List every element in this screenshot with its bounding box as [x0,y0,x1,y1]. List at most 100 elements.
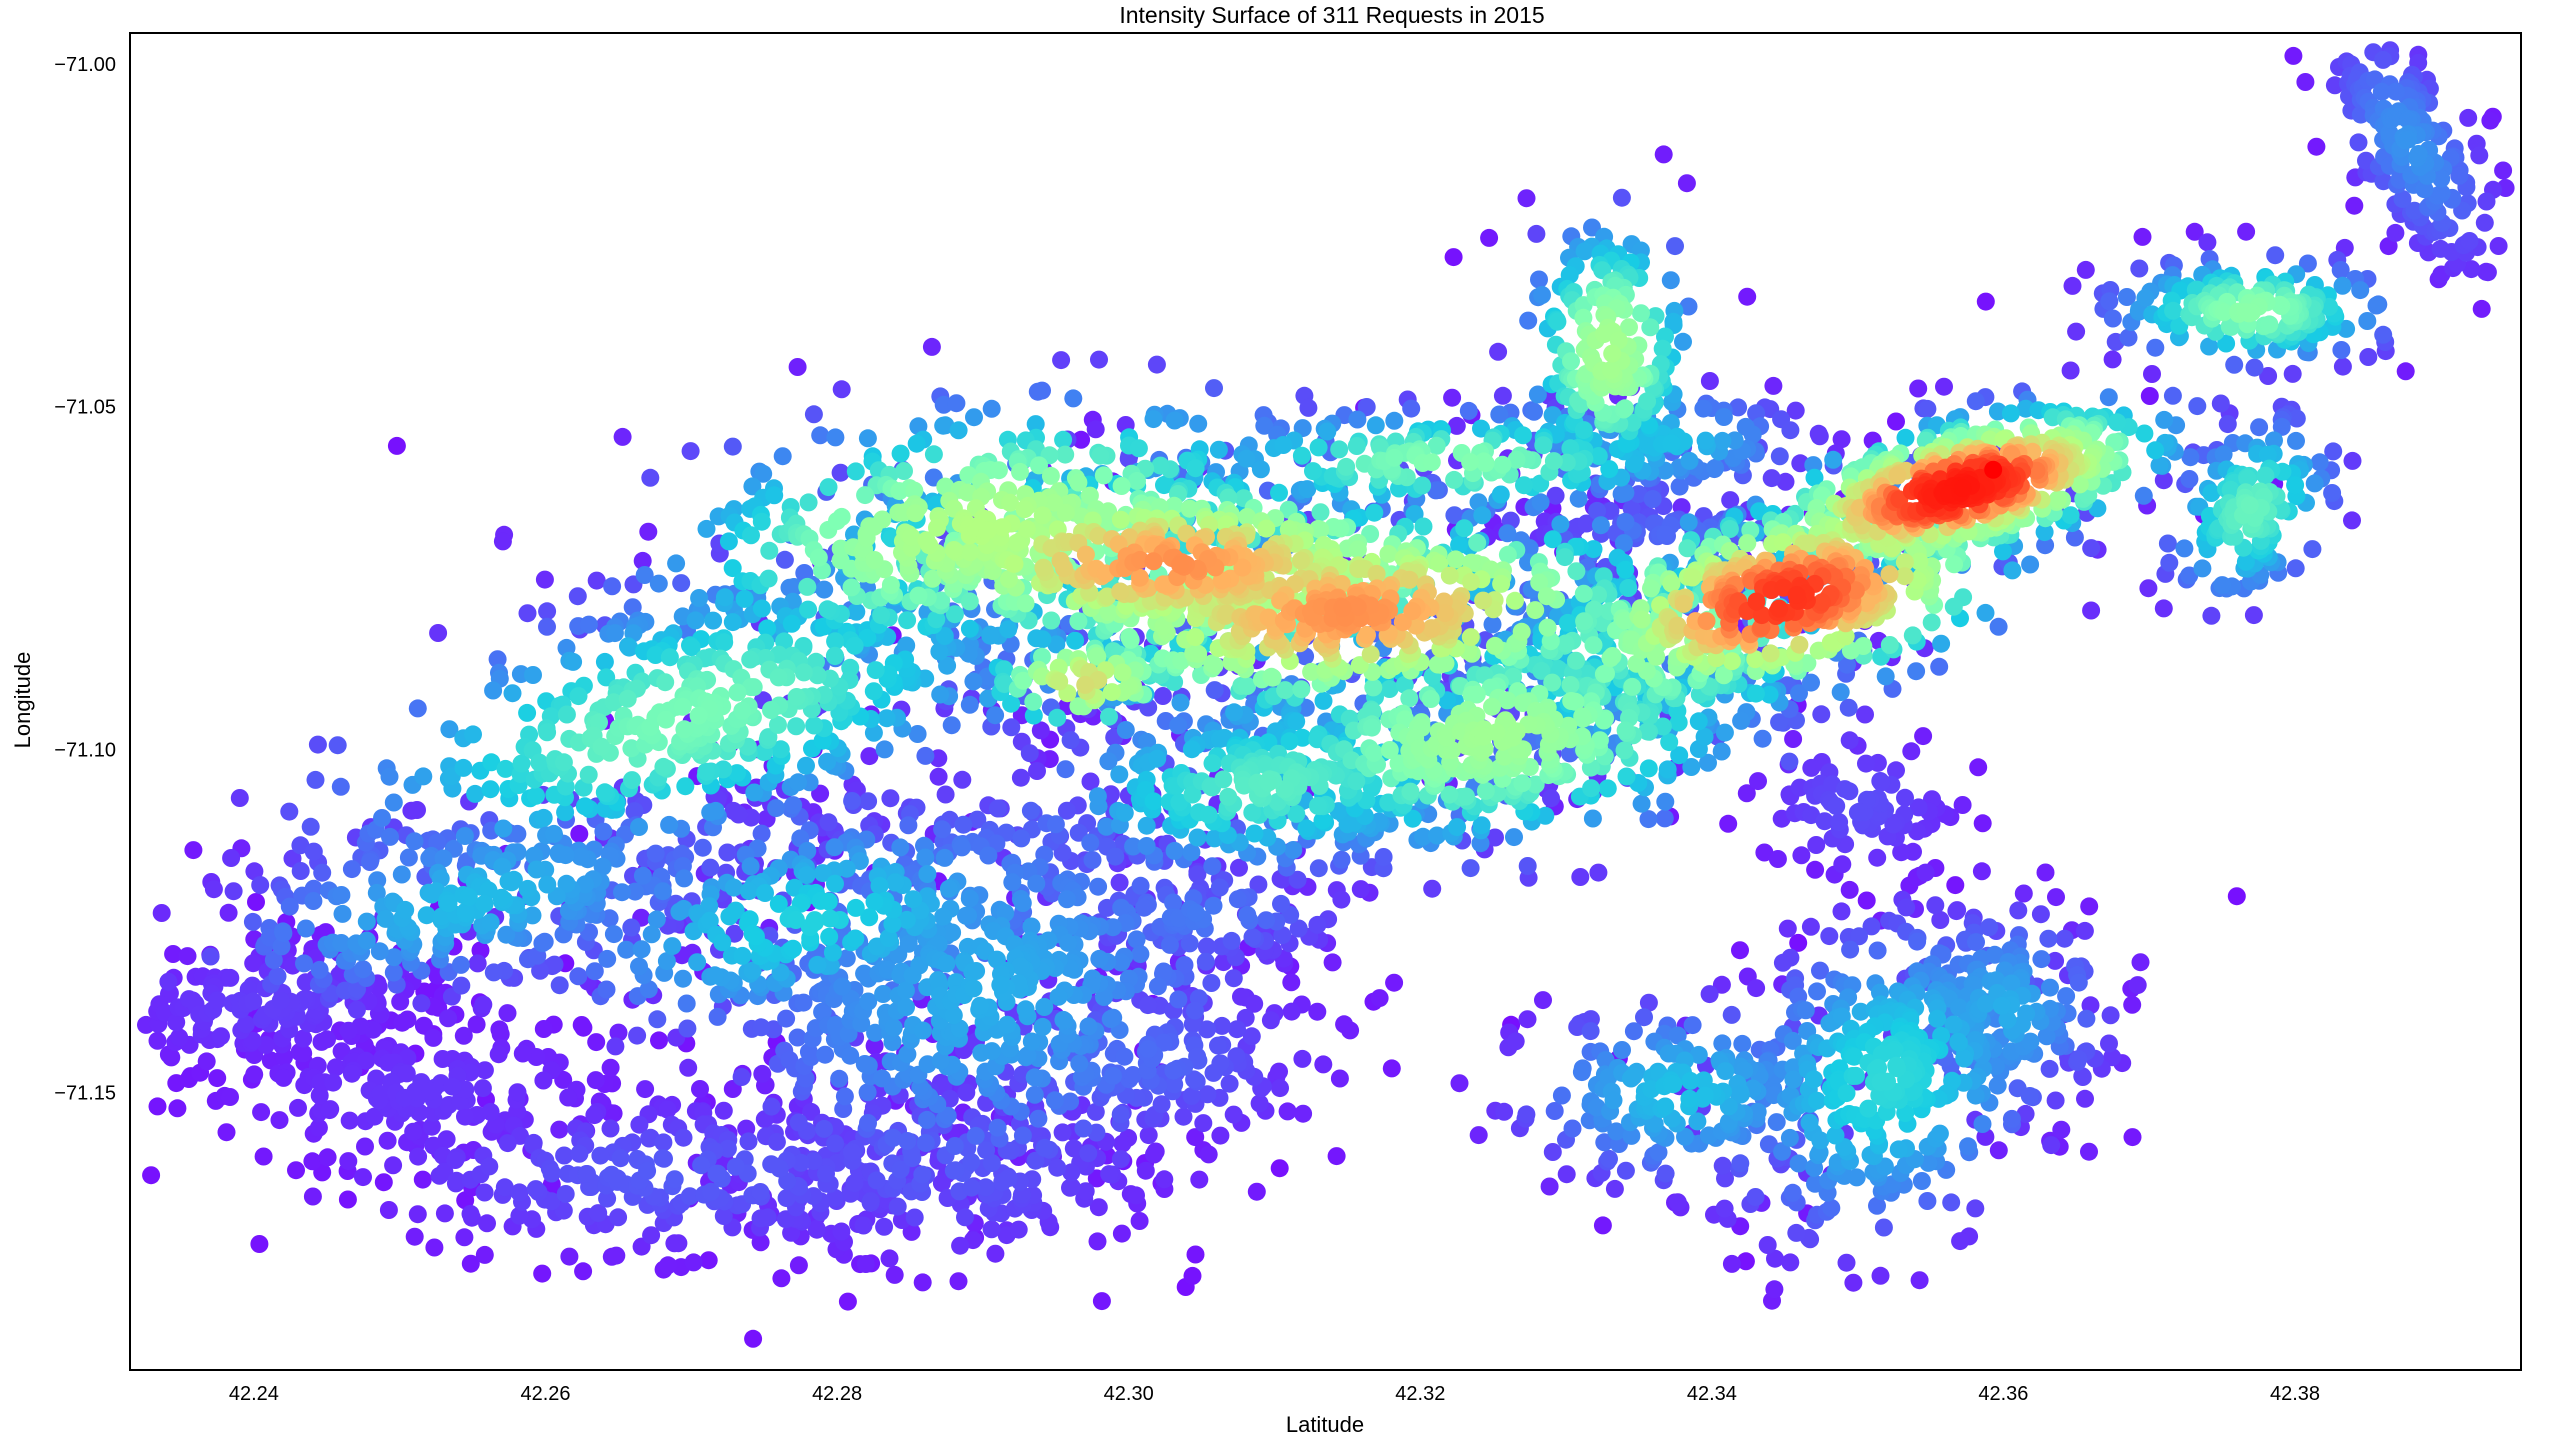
scatter-point [212,1027,230,1046]
scatter-point [1930,1124,1949,1143]
scatter-point [1111,1105,1130,1124]
scatter-point [331,777,350,796]
scatter-point [1238,905,1257,924]
scatter-point [2021,555,2040,574]
scatter-point [2082,601,2101,620]
scatter-point [2462,260,2481,279]
scatter-point [684,1253,703,1272]
scatter-point [753,1064,772,1083]
scatter-point [142,1166,161,1185]
scatter-point [1876,667,1895,686]
scatter-point [608,1169,627,1188]
scatter-point [544,824,563,843]
scatter-point [1145,1145,1163,1164]
scatter-point [613,883,631,902]
scatter-point [1959,1137,1977,1156]
scatter-point [934,907,953,926]
scatter-point [1569,489,1588,508]
scatter-point [184,841,203,860]
scatter-point [899,816,918,835]
scatter-point [965,408,983,427]
scatter-point [1029,1109,1048,1128]
scatter-point [585,1106,604,1125]
scatter-point [964,979,983,998]
scatter-point [714,1101,733,1120]
scatter-point [1571,868,1590,886]
scatter-point [570,824,589,843]
scatter-point [1789,933,1808,952]
scatter-point [1908,932,1927,951]
scatter-point [1680,451,1699,470]
scatter-point [1632,794,1651,813]
scatter-point [2180,470,2199,488]
scatter-point [2100,1034,2118,1053]
scatter-point [1786,401,1805,420]
scatter-point [2076,1089,2094,1108]
scatter-point [1613,1041,1631,1059]
scatter-point [701,858,720,877]
scatter-point [1737,784,1756,803]
scatter-point [413,1170,432,1189]
scatter-point [1531,493,1550,512]
scatter-point [847,602,866,621]
scatter-point [964,672,983,691]
scatter-point [1318,422,1337,441]
scatter-point [1801,917,1820,936]
scatter-point [405,832,424,851]
scatter-point [1278,1102,1297,1121]
scatter-point [966,1126,985,1145]
scatter-point [1461,859,1480,878]
scatter-point [354,960,372,979]
scatter-point [2158,534,2177,553]
scatter-point [1830,813,1849,832]
scatter-point [986,1244,1005,1263]
scatter-point [811,426,830,445]
scatter-point [933,820,952,839]
scatter-point [1930,657,1949,676]
scatter-point [456,1107,474,1126]
scatter-point [1194,1114,1213,1133]
scatter-point [1670,477,1689,496]
scatter-point [2286,476,2305,495]
scatter-point [739,882,758,901]
scatter-point [2193,559,2212,578]
scatter-point [679,1058,698,1077]
scatter-point [1840,731,1859,750]
scatter-point [2296,73,2315,91]
scatter-point [1196,952,1215,971]
chart-title: Intensity Surface of 311 Requests in 201… [1119,2,1544,28]
scatter-point [340,1111,359,1130]
scatter-point [945,1137,964,1155]
scatter-point [1656,1164,1675,1183]
scatter-point [1700,985,1719,1004]
scatter-point [1309,859,1328,878]
scatter-point [1053,1123,1072,1142]
scatter-point [1951,1232,1970,1251]
scatter-point [361,853,379,871]
scatter-point [789,1256,808,1275]
scatter-point [374,1173,393,1192]
scatter-point [404,1122,423,1141]
scatter-point [1314,1055,1333,1074]
scatter-point [332,886,351,904]
scatter-point [935,848,954,867]
scatter-point [2103,309,2122,328]
scatter-point [1027,874,1046,893]
scatter-point [2284,46,2303,65]
scatter-point [252,1103,271,1122]
scatter-point [1022,1032,1041,1051]
scatter-point [1054,1010,1073,1029]
scatter-point [1731,941,1749,960]
scatter-point [475,1183,494,1202]
scatter-point [1681,1071,1700,1090]
scatter-point [1822,1199,1841,1217]
scatter-point [677,994,696,1013]
scatter-point [1139,1126,1158,1145]
scatter-point [2386,223,2405,242]
scatter-point [318,1148,337,1167]
scatter-point [324,1073,343,1092]
scatter-point [951,1236,970,1255]
scatter-point [1298,480,1317,499]
scatter-point [638,1161,657,1180]
scatter-point [691,1080,709,1098]
